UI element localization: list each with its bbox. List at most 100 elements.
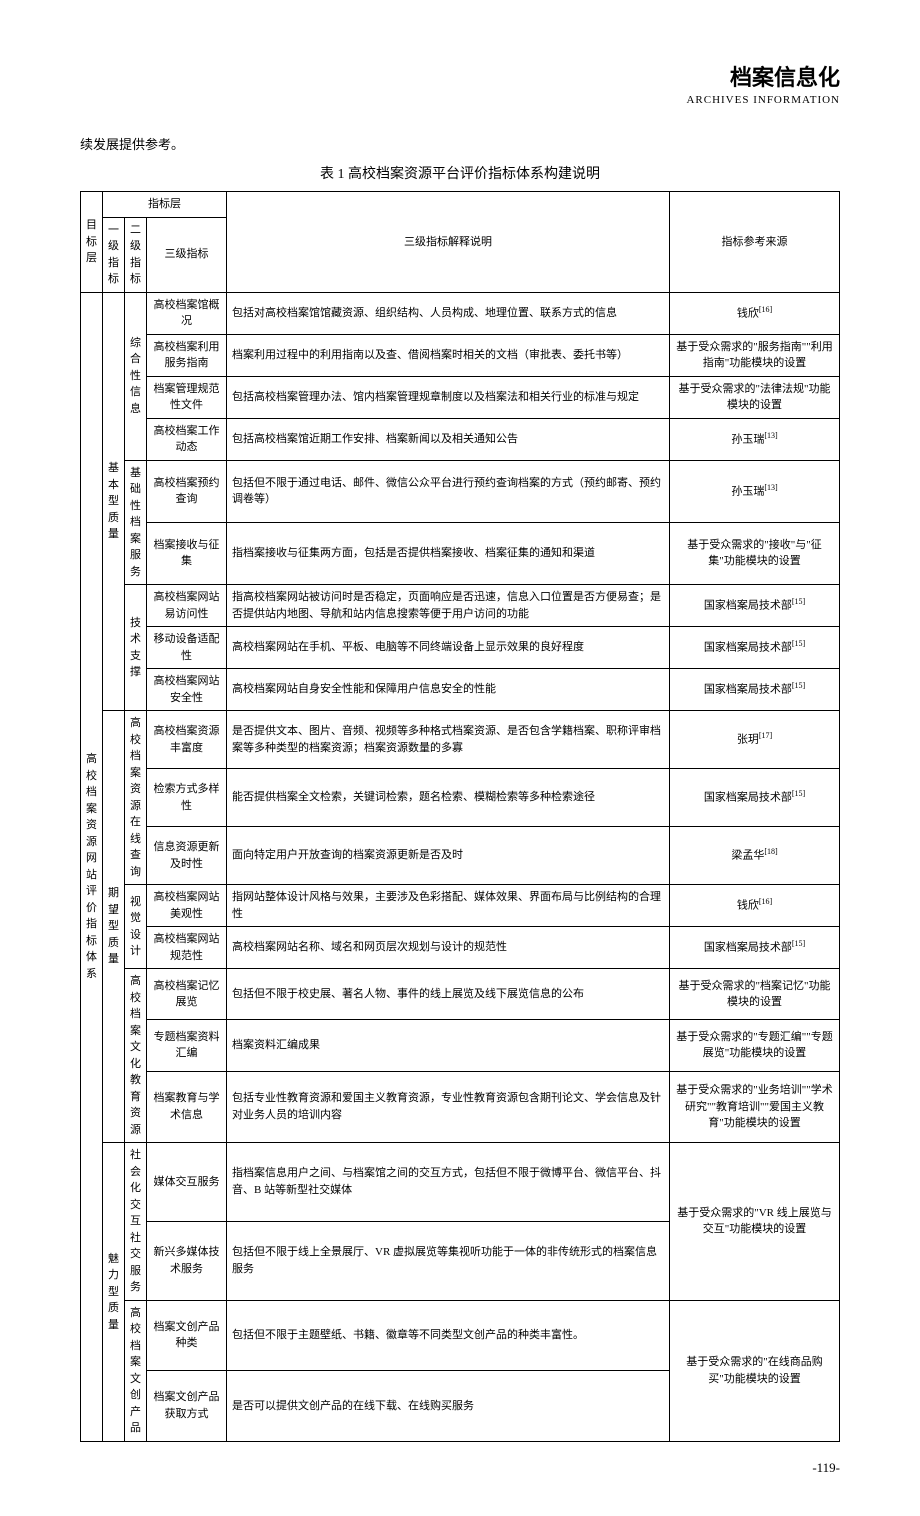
l3-cell: 高校档案网站易访问性 <box>147 585 227 627</box>
l2-cell: 社会化交互社交服务 <box>125 1143 147 1301</box>
l3-cell: 高校档案预约查询 <box>147 460 227 522</box>
l2-cell: 高校档案文化教育资源 <box>125 969 147 1143</box>
explain-cell: 指档案接收与征集两方面，包括是否提供档案接收、档案征集的通知和渠道 <box>227 522 670 584</box>
l3-cell: 档案文创产品种类 <box>147 1300 227 1371</box>
explain-cell: 包括但不限于通过电话、邮件、微信公众平台进行预约查询档案的方式（预约邮寄、预约调… <box>227 460 670 522</box>
table-row: 档案管理规范性文件包括高校档案管理办法、馆内档案管理规章制度以及档案法和相关行业… <box>81 376 840 418</box>
explain-cell: 能否提供档案全文检索，关键词检索，题名检索、模糊检索等多种检索途径 <box>227 769 670 827</box>
table-caption: 表 1 高校档案资源平台评价指标体系构建说明 <box>80 163 840 183</box>
source-cell: 国家档案局技术部[15] <box>670 669 840 711</box>
explain-cell: 包括对高校档案馆馆藏资源、组织结构、人员构成、地理位置、联系方式的信息 <box>227 292 670 334</box>
table-row: 高校档案文创产品档案文创产品种类包括但不限于主题壁纸、书籍、徽章等不同类型文创产… <box>81 1300 840 1371</box>
table-row: 专题档案资料汇编档案资料汇编成果基于受众需求的"专题汇编""专题展览"功能模块的… <box>81 1020 840 1071</box>
l3-cell: 高校档案资源丰富度 <box>147 711 227 769</box>
table-row: 基础性档案服务高校档案预约查询包括但不限于通过电话、邮件、微信公众平台进行预约查… <box>81 460 840 522</box>
source-cell: 基于受众需求的"业务培训""学术研究""教育培训""爱国主义教育"功能模块的设置 <box>670 1071 840 1142</box>
source-cell: 国家档案局技术部[15] <box>670 927 840 969</box>
source-cell: 国家档案局技术部[15] <box>670 585 840 627</box>
l3-cell: 档案管理规范性文件 <box>147 376 227 418</box>
l2-cell: 高校档案资源在线查询 <box>125 711 147 885</box>
table-row: 档案教育与学术信息包括专业性教育资源和爱国主义教育资源，专业性教育资源包含期刊论… <box>81 1071 840 1142</box>
l3-cell: 高校档案利用服务指南 <box>147 334 227 376</box>
table-row: 期望型质量高校档案资源在线查询高校档案资源丰富度是否提供文本、图片、音频、视频等… <box>81 711 840 769</box>
target-cell: 高校档案资源网站评价指标体系 <box>81 292 103 1441</box>
explain-cell: 包括专业性教育资源和爱国主义教育资源，专业性教育资源包含期刊论文、学会信息及针对… <box>227 1071 670 1142</box>
source-cell: 基于受众需求的"档案记忆"功能模块的设置 <box>670 969 840 1020</box>
l3-cell: 档案接收与征集 <box>147 522 227 584</box>
th-l3: 三级指标 <box>147 217 227 292</box>
source-cell: 钱欣[16] <box>670 292 840 334</box>
table-row: 信息资源更新及时性面向特定用户开放查询的档案资源更新是否及时梁孟华[18] <box>81 827 840 885</box>
table-body: 高校档案资源网站评价指标体系基本型质量综合性信息高校档案馆概况包括对高校档案馆馆… <box>81 292 840 1441</box>
source-cell: 孙玉瑞[13] <box>670 418 840 460</box>
l1-cell: 期望型质量 <box>103 711 125 1143</box>
th-l1: 一级指标 <box>103 217 125 292</box>
l3-cell: 高校档案工作动态 <box>147 418 227 460</box>
l3-cell: 高校档案网站安全性 <box>147 669 227 711</box>
explain-cell: 是否提供文本、图片、音频、视频等多种格式档案资源、是否包含学籍档案、职称评审档案… <box>227 711 670 769</box>
l2-cell: 基础性档案服务 <box>125 460 147 585</box>
th-explain: 三级指标解释说明 <box>227 192 670 293</box>
source-cell: 基于受众需求的"法律法规"功能模块的设置 <box>670 376 840 418</box>
page-number: -119- <box>80 1460 840 1476</box>
l3-cell: 高校档案网站美观性 <box>147 885 227 927</box>
th-target: 目标层 <box>81 192 103 293</box>
l3-cell: 媒体交互服务 <box>147 1143 227 1222</box>
source-cell: 基于受众需求的"服务指南""利用指南"功能模块的设置 <box>670 334 840 376</box>
explain-cell: 包括但不限于线上全景展厅、VR 虚拟展览等集视听功能于一体的非传统形式的档案信息… <box>227 1221 670 1300</box>
explain-cell: 指档案信息用户之间、与档案馆之间的交互方式，包括但不限于微博平台、微信平台、抖音… <box>227 1143 670 1222</box>
l2-cell: 视觉设计 <box>125 885 147 969</box>
explain-cell: 指网站整体设计风格与效果，主要涉及色彩搭配、媒体效果、界面布局与比例结构的合理性 <box>227 885 670 927</box>
source-cell: 钱欣[16] <box>670 885 840 927</box>
section-title: 档案信息化 <box>80 60 840 92</box>
th-indicator-layer: 指标层 <box>103 192 227 218</box>
table-row: 高校档案文化教育资源高校档案记忆展览包括但不限于校史展、著名人物、事件的线上展览… <box>81 969 840 1020</box>
explain-cell: 高校档案网站自身安全性能和保障用户信息安全的性能 <box>227 669 670 711</box>
indicator-table: 目标层 指标层 三级指标解释说明 指标参考来源 一级指标 二级指标 三级指标 高… <box>80 191 840 1442</box>
table-row: 移动设备适配性高校档案网站在手机、平板、电脑等不同终端设备上显示效果的良好程度国… <box>81 627 840 669</box>
source-cell: 基于受众需求的"在线商品购买"功能模块的设置 <box>670 1300 840 1441</box>
l2-cell: 高校档案文创产品 <box>125 1300 147 1441</box>
table-row: 高校档案网站规范性高校档案网站名称、域名和网页层次规划与设计的规范性国家档案局技… <box>81 927 840 969</box>
source-cell: 梁孟华[18] <box>670 827 840 885</box>
table-row: 高校档案资源网站评价指标体系基本型质量综合性信息高校档案馆概况包括对高校档案馆馆… <box>81 292 840 334</box>
explain-cell: 高校档案网站在手机、平板、电脑等不同终端设备上显示效果的良好程度 <box>227 627 670 669</box>
source-cell: 国家档案局技术部[15] <box>670 769 840 827</box>
intro-text: 续发展提供参考。 <box>80 134 840 153</box>
th-source: 指标参考来源 <box>670 192 840 293</box>
l1-cell: 魅力型质量 <box>103 1143 125 1442</box>
l3-cell: 新兴多媒体技术服务 <box>147 1221 227 1300</box>
section-subtitle: ARCHIVES INFORMATION <box>80 94 840 106</box>
source-cell: 张玥[17] <box>670 711 840 769</box>
explain-cell: 包括但不限于主题壁纸、书籍、徽章等不同类型文创产品的种类丰富性。 <box>227 1300 670 1371</box>
table-row: 魅力型质量社会化交互社交服务媒体交互服务指档案信息用户之间、与档案馆之间的交互方… <box>81 1143 840 1222</box>
explain-cell: 是否可以提供文创产品的在线下载、在线购买服务 <box>227 1371 670 1442</box>
l2-cell: 综合性信息 <box>125 292 147 460</box>
l1-cell: 基本型质量 <box>103 292 125 711</box>
source-cell: 基于受众需求的"VR 线上展览与交互"功能模块的设置 <box>670 1143 840 1301</box>
l3-cell: 档案教育与学术信息 <box>147 1071 227 1142</box>
l2-cell: 技术支撑 <box>125 585 147 711</box>
th-l2: 二级指标 <box>125 217 147 292</box>
l3-cell: 移动设备适配性 <box>147 627 227 669</box>
explain-cell: 指高校档案网站被访问时是否稳定，页面响应是否迅速，信息入口位置是否方便易查；是否… <box>227 585 670 627</box>
explain-cell: 档案资料汇编成果 <box>227 1020 670 1071</box>
table-header-row: 目标层 指标层 三级指标解释说明 指标参考来源 <box>81 192 840 218</box>
l3-cell: 高校档案记忆展览 <box>147 969 227 1020</box>
explain-cell: 高校档案网站名称、域名和网页层次规划与设计的规范性 <box>227 927 670 969</box>
table-row: 检索方式多样性能否提供档案全文检索，关键词检索，题名检索、模糊检索等多种检索途径… <box>81 769 840 827</box>
l3-cell: 专题档案资料汇编 <box>147 1020 227 1071</box>
explain-cell: 档案利用过程中的利用指南以及查、借阅档案时相关的文档（审批表、委托书等） <box>227 334 670 376</box>
l3-cell: 检索方式多样性 <box>147 769 227 827</box>
table-row: 高校档案利用服务指南档案利用过程中的利用指南以及查、借阅档案时相关的文档（审批表… <box>81 334 840 376</box>
explain-cell: 包括高校档案管理办法、馆内档案管理规章制度以及档案法和相关行业的标准与规定 <box>227 376 670 418</box>
table-row: 档案接收与征集指档案接收与征集两方面，包括是否提供档案接收、档案征集的通知和渠道… <box>81 522 840 584</box>
table-row: 高校档案网站安全性高校档案网站自身安全性能和保障用户信息安全的性能国家档案局技术… <box>81 669 840 711</box>
explain-cell: 包括高校档案馆近期工作安排、档案新闻以及相关通知公告 <box>227 418 670 460</box>
l3-cell: 档案文创产品获取方式 <box>147 1371 227 1442</box>
l3-cell: 高校档案网站规范性 <box>147 927 227 969</box>
table-row: 视觉设计高校档案网站美观性指网站整体设计风格与效果，主要涉及色彩搭配、媒体效果、… <box>81 885 840 927</box>
explain-cell: 包括但不限于校史展、著名人物、事件的线上展览及线下展览信息的公布 <box>227 969 670 1020</box>
source-cell: 基于受众需求的"专题汇编""专题展览"功能模块的设置 <box>670 1020 840 1071</box>
table-row: 技术支撑高校档案网站易访问性指高校档案网站被访问时是否稳定，页面响应是否迅速，信… <box>81 585 840 627</box>
